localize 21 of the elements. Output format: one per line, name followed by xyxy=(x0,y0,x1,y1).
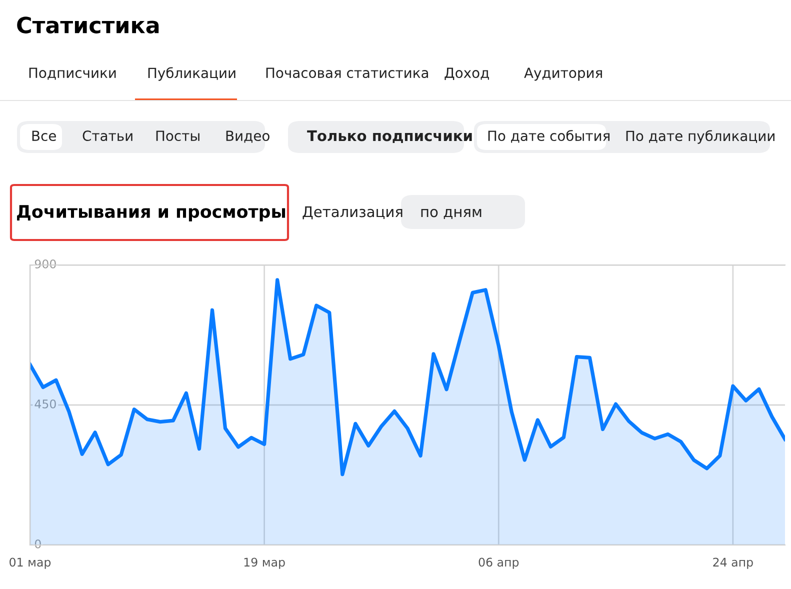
text: По дате публикации xyxy=(626,130,774,144)
text: Доход xyxy=(444,68,489,80)
x-tick-label: 01 мар xyxy=(10,558,51,569)
text: по дням xyxy=(421,208,482,220)
y-tick-label: 450 xyxy=(34,399,56,408)
text: Статьи xyxy=(82,130,132,142)
text: Публикации xyxy=(148,67,236,81)
x-tick-label: 19 мар xyxy=(244,558,285,569)
chart-title: Статистика xyxy=(17,16,159,34)
text: По дате события xyxy=(488,130,610,143)
chart-subtitle: Дочитывания и просмотры xyxy=(17,205,286,222)
text: Только подписчики xyxy=(307,130,472,144)
text: Аудитория xyxy=(524,68,602,81)
text: Все xyxy=(32,130,56,142)
text: Подписчики xyxy=(29,68,116,80)
text: Детализация xyxy=(302,206,402,220)
text: Почасовая статистика xyxy=(266,68,428,78)
text: Видео xyxy=(226,130,270,143)
x-tick-label: 06 апр xyxy=(478,558,519,569)
text: Посты xyxy=(156,130,200,142)
x-tick-label: 24 апр xyxy=(713,558,753,569)
